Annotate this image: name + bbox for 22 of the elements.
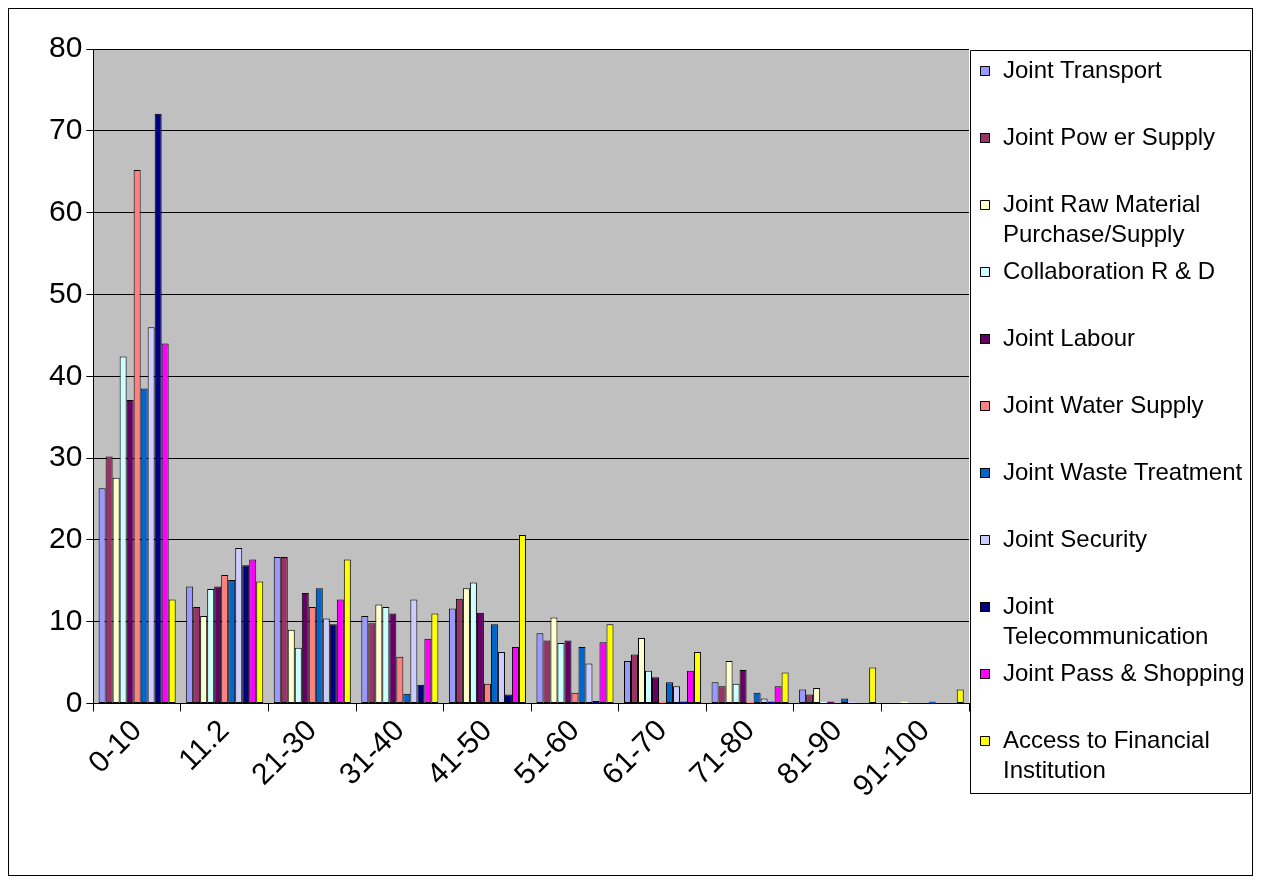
legend-label: Joint Waste Treatment	[1003, 457, 1243, 485]
x-tick-label: 11.2	[171, 712, 235, 777]
y-tick-label: 10	[48, 602, 83, 636]
legend-label: Collaboration R & D	[1003, 256, 1216, 284]
legend-label: Joint Telecommunication	[1003, 591, 1209, 649]
x-tick-label: 0-10	[81, 712, 148, 779]
legend-label: Access to Financial Institution	[1003, 725, 1210, 783]
legend-label: Joint Labour	[1003, 323, 1136, 351]
y-tick-label: 50	[48, 275, 83, 309]
legend-label: Joint Pow er Supply	[1003, 122, 1216, 150]
y-tick-label: 70	[48, 112, 83, 146]
y-tick-label: 60	[48, 193, 83, 227]
legend-label: Joint Water Supply	[1003, 390, 1204, 418]
y-tick-label: 20	[48, 521, 83, 555]
legend-label: Joint Raw Material Purchase/Supply	[1003, 189, 1201, 247]
y-tick-label: 80	[48, 30, 83, 64]
y-tick-label: 0	[65, 684, 83, 718]
legend-label: Joint Transport	[1003, 55, 1163, 83]
legend-label: Joint Pass & Shopping	[1003, 658, 1245, 686]
y-tick-label: 40	[48, 357, 83, 391]
legend-label: Joint Security	[1003, 524, 1148, 552]
y-tick-label: 30	[48, 439, 83, 473]
